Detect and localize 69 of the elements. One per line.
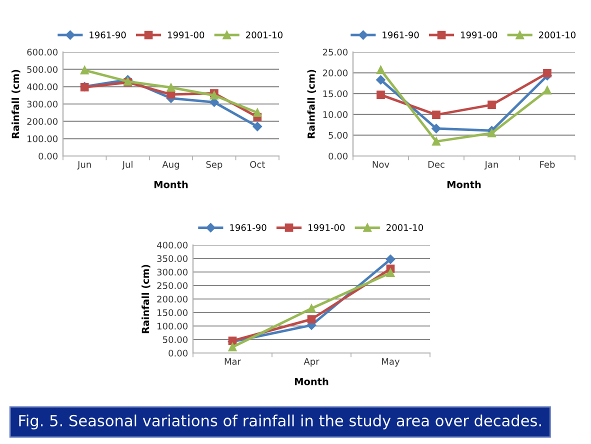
x-axis-title: Month [154,180,188,188]
y-tick-label: 400.00 [26,83,58,90]
point [307,315,316,324]
x-tick-label: May [382,358,400,367]
point [432,137,440,146]
y-axis-title: Rainfall (cm) [307,70,316,138]
y-tick-label: 50.00 [162,336,188,344]
y-tick-label: 600.00 [27,48,58,56]
y-tick-label: 0.00 [328,152,348,160]
point [376,66,385,74]
y-axis-title: Rainfall (cm) [142,264,150,334]
x-axis-title: Month [447,180,481,188]
y-axis-title: Rainfall (cm) [12,70,20,138]
y-tick-label: 500.00 [27,66,58,73]
legend-label: 1961-90 [90,31,126,38]
point [228,342,237,352]
y-tick-label: 25.00 [322,48,348,56]
legend-label: 1961-90 [230,224,266,231]
y-tick-label: 400.00 [156,242,188,249]
point [252,122,262,132]
x-axis-title: Month [294,378,328,386]
point [488,128,496,138]
caption: Fig. 5. Seasonal variations of rainfall in the study area over decades. [19,414,541,430]
x-tick-label: Mar [224,358,242,365]
legend-label: 2001-10 [539,31,576,38]
x-tick-label: Oct [250,161,265,168]
y-tick-label: 5.00 [328,132,348,139]
point [432,110,440,119]
x-tick-label: Jul [122,160,132,170]
x-tick-label: Feb [540,160,555,168]
y-tick-label: 350.00 [157,255,188,262]
y-tick-label: 200.00 [27,118,58,125]
x-tick-label: Aug [162,161,179,170]
legend-label: 1961-90 [382,31,419,38]
point [376,75,386,84]
point [543,69,552,78]
y-tick-label: 100.00 [158,322,188,330]
x-tick-label: Jan [484,161,498,170]
y-tick-label: 10.00 [323,111,348,118]
y-tick-label: 200.00 [157,296,188,303]
point [543,86,552,94]
y-tick-label: 20.00 [322,70,348,76]
point [386,268,395,277]
y-tick-label: 0.00 [38,152,58,160]
legend-label: 1991-00 [168,31,204,38]
legend-label: 1991-00 [308,224,345,231]
x-tick-label: Apr [304,358,320,367]
point [432,124,441,134]
y-tick-label: 100.00 [28,135,58,142]
point [307,304,316,313]
point [376,90,385,100]
point [488,100,496,109]
legend-label: 2001-10 [386,224,423,231]
y-tick-label: 15.00 [323,90,348,98]
y-tick-label: 0.00 [168,350,188,357]
point [166,83,176,92]
legend-label: 2001-10 [246,31,282,38]
y-tick-label: 300.00 [157,268,188,276]
legend-label: 1991-00 [461,31,498,38]
x-tick-label: Nov [372,161,390,168]
y-tick-label: 250.00 [157,282,188,290]
point [253,108,262,117]
point [386,254,396,264]
y-tick-label: 150.00 [158,309,188,316]
x-tick-label: Sep [206,161,222,170]
y-tick-label: 300.00 [27,100,58,108]
point [80,66,89,74]
x-tick-label: Dec [428,161,444,168]
x-tick-label: Jun [77,161,91,170]
